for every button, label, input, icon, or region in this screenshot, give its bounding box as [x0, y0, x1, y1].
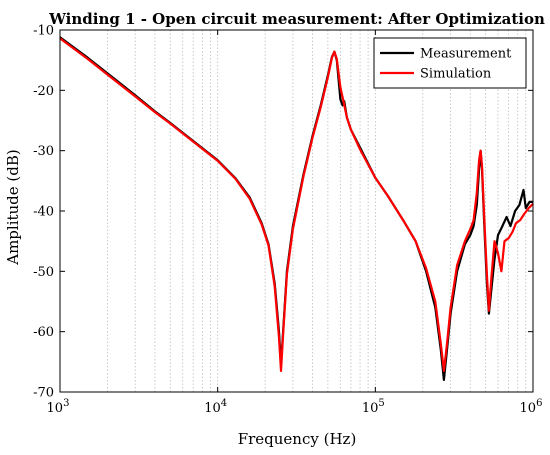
y-axis-label: Amplitude (dB)	[4, 149, 22, 266]
x-tick-label: 104	[204, 398, 227, 416]
legend: Measurement Simulation	[373, 37, 527, 89]
y-tick-label: -30	[33, 144, 54, 159]
x-tick-label: 106	[520, 398, 543, 416]
y-tick-label: -60	[33, 325, 54, 340]
y-tick-label: -40	[33, 205, 54, 220]
grid	[107, 30, 527, 392]
legend-label: Measurement	[420, 47, 512, 62]
x-axis-label: Frequency (Hz)	[238, 430, 357, 448]
y-tick-label: -50	[33, 265, 54, 280]
series-layer	[59, 36, 534, 381]
ticks: -70 -60 -50 -40 -30 -20 -10 103 104 105 106	[33, 24, 542, 417]
x-tick-label: 105	[362, 398, 385, 416]
y-tick-label: -10	[33, 24, 54, 39]
y-tick-label: -20	[33, 84, 54, 99]
chart-title: Winding 1 - Open circuit measurement: Af…	[48, 10, 545, 28]
legend-label: Simulation	[420, 67, 492, 82]
legend-box	[373, 37, 527, 89]
y-tick-label: -70	[33, 386, 54, 401]
x-tick-label: 103	[47, 398, 70, 416]
series-line-2	[59, 37, 534, 372]
